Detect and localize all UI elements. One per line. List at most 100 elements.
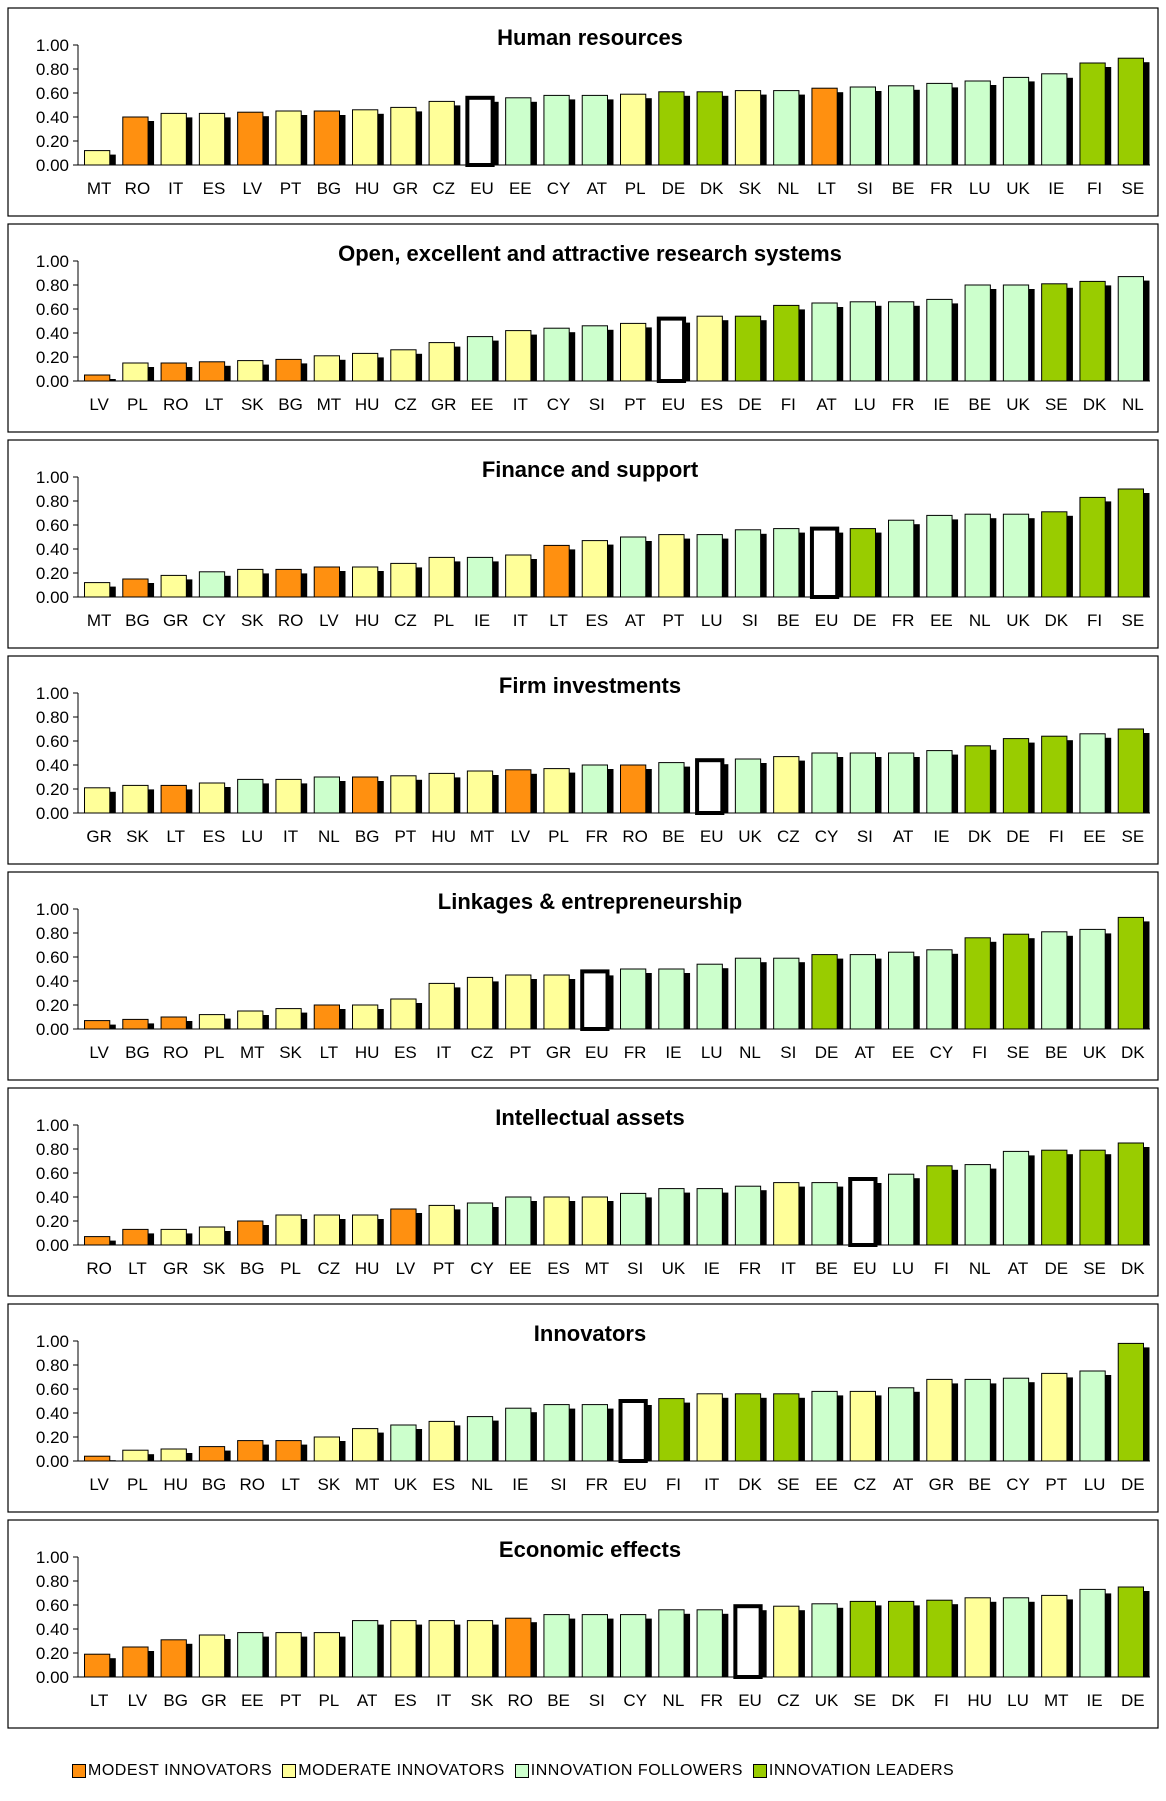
y-tick-label: 0.00 — [36, 1452, 69, 1471]
bar-it — [428, 982, 455, 1030]
bar-hu — [352, 1004, 379, 1030]
legend-label-moderate: MODERATE INNOVATORS — [298, 1762, 505, 1779]
bar-sk — [237, 360, 264, 382]
bar-nl — [313, 776, 340, 814]
x-tick-label: CZ — [854, 1475, 877, 1494]
y-tick-label: 0.80 — [36, 924, 69, 943]
bar-gr — [198, 1634, 226, 1678]
bar-nl — [964, 513, 991, 598]
x-tick-label: RO — [125, 179, 151, 198]
x-tick-label: AT — [625, 611, 645, 630]
x-tick-label: EU — [700, 827, 724, 846]
bar-ro — [122, 116, 149, 166]
x-tick-label: PL — [433, 611, 454, 630]
x-tick-label: EE — [471, 395, 494, 414]
bar-fi — [658, 1398, 685, 1462]
x-tick-label: IT — [436, 1691, 451, 1710]
x-tick-label: FR — [892, 611, 915, 630]
bar-ie — [926, 298, 953, 382]
bar-fr — [581, 764, 608, 814]
x-tick-label: PL — [127, 395, 148, 414]
legend-swatch-leader — [752, 1764, 767, 1778]
bar-de — [658, 91, 685, 166]
bar-ie — [926, 750, 953, 814]
y-tick-label: 0.60 — [36, 1596, 69, 1615]
bar-lv — [122, 1646, 149, 1678]
x-tick-label: PL — [625, 179, 646, 198]
x-tick-label: AT — [587, 179, 607, 198]
x-tick-label: HU — [355, 1043, 380, 1062]
x-tick-label: GR — [431, 395, 457, 414]
x-tick-label: SK — [126, 827, 149, 846]
x-tick-label: LU — [854, 395, 876, 414]
chart-panel: Open, excellent and attractive research … — [7, 223, 1159, 433]
x-tick-label: HU — [431, 827, 456, 846]
bar-fi — [926, 1165, 953, 1246]
y-tick-label: 0.60 — [36, 300, 69, 319]
x-tick-label: IT — [513, 395, 528, 414]
x-tick-label: ES — [203, 827, 226, 846]
x-tick-label: RO — [622, 827, 648, 846]
x-tick-label: CY — [1006, 1475, 1030, 1494]
bar-ee — [888, 951, 915, 1030]
bar-si — [581, 1614, 608, 1678]
x-tick-label: SE — [1083, 1259, 1106, 1278]
bar-cy — [198, 571, 226, 598]
bar-cz — [466, 976, 494, 1030]
bar-mt — [352, 1428, 379, 1462]
x-tick-label: FR — [930, 179, 953, 198]
y-tick-label: 0.20 — [36, 1212, 69, 1231]
bar-pt — [275, 110, 302, 166]
x-tick-label: BE — [662, 827, 685, 846]
x-tick-label: DE — [1121, 1475, 1145, 1494]
x-tick-label: ES — [700, 395, 723, 414]
bar-bg — [313, 110, 340, 166]
x-tick-label: AT — [816, 395, 836, 414]
x-tick-label: SK — [241, 611, 264, 630]
bar-gr — [390, 106, 417, 166]
x-tick-label: SE — [1122, 611, 1145, 630]
x-tick-label: IT — [436, 1043, 451, 1062]
bar-bg — [237, 1220, 264, 1246]
bar-pl — [122, 362, 149, 382]
x-tick-label: EE — [241, 1691, 264, 1710]
x-tick-label: DE — [1121, 1691, 1145, 1710]
bar-ee — [811, 1390, 838, 1462]
x-tick-label: ES — [547, 1259, 570, 1278]
bar-ro — [275, 568, 302, 598]
bar-dk — [1079, 280, 1106, 382]
bar-pl — [620, 93, 647, 166]
bar-hu — [352, 1214, 379, 1246]
bar-fr — [620, 968, 647, 1030]
bar-ee — [505, 1196, 532, 1246]
bar-ro — [84, 1236, 111, 1246]
bar-sk — [122, 784, 149, 814]
x-tick-label: LV — [128, 1691, 148, 1710]
x-tick-label: UK — [1006, 179, 1030, 198]
bar-pt — [1041, 1372, 1068, 1462]
x-tick-label: MT — [355, 1475, 380, 1494]
bar-cy — [926, 949, 953, 1030]
bar-fi — [964, 937, 991, 1030]
chart-title: Economic effects — [499, 1537, 681, 1562]
x-tick-label: IT — [283, 827, 298, 846]
x-tick-label: SE — [1007, 1043, 1030, 1062]
bar-sk — [734, 90, 762, 166]
x-tick-label: PT — [395, 827, 417, 846]
x-tick-label: SK — [471, 1691, 494, 1710]
y-tick-label: 1.00 — [36, 1548, 69, 1567]
x-tick-label: GR — [201, 1691, 227, 1710]
x-tick-label: BE — [815, 1259, 838, 1278]
bar-mt — [581, 1196, 608, 1246]
y-tick-label: 0.20 — [36, 564, 69, 583]
bar-de — [1002, 738, 1030, 814]
bar-eu — [695, 758, 725, 816]
x-tick-label: PT — [280, 179, 302, 198]
bar-lv — [84, 374, 111, 382]
x-tick-label: DE — [853, 611, 877, 630]
x-tick-label: RO — [278, 611, 304, 630]
y-tick-label: 0.60 — [36, 1164, 69, 1183]
bar-ee — [1079, 733, 1106, 814]
x-tick-label: EU — [815, 611, 839, 630]
x-tick-label: LV — [89, 1475, 109, 1494]
